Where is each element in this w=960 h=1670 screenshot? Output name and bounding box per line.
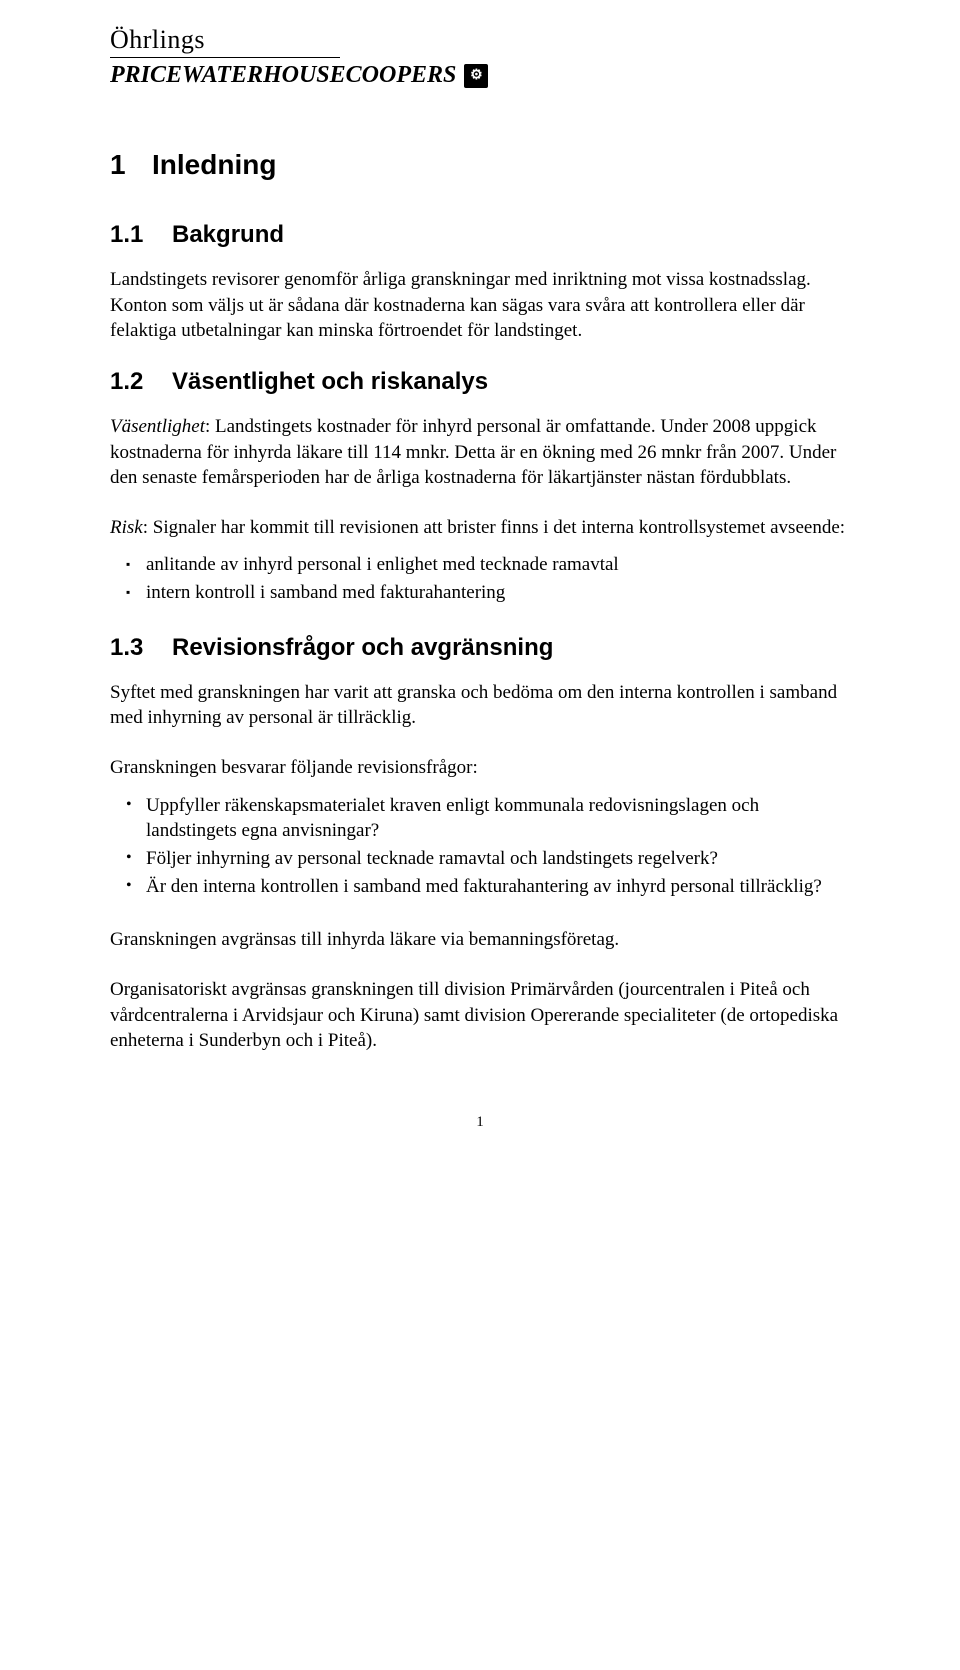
- heading-1-2-vasentlighet: 1.2Väsentlighet och riskanalys: [110, 368, 850, 396]
- paragraph-avgransning-2: Organisatoriskt avgränsas granskningen t…: [110, 977, 850, 1054]
- heading-1-3-text: Revisionsfrågor och avgränsning: [172, 634, 553, 661]
- heading-1-1-bakgrund: 1.1Bakgrund: [110, 221, 850, 249]
- list-item: intern kontroll i samband med fakturahan…: [126, 580, 850, 606]
- heading-1-text: Inledning: [152, 149, 276, 180]
- revisionsfragor-list: Uppfyller räkenskapsmaterialet kraven en…: [110, 793, 850, 900]
- paragraph-risk: Risk: Signaler har kommit till revisione…: [110, 515, 850, 541]
- heading-1-3-number: 1.3: [110, 634, 172, 662]
- heading-1-1-text: Bakgrund: [172, 221, 284, 248]
- body-vasentlighet: : Landstingets kostnader för inhyrd pers…: [110, 416, 836, 488]
- list-item: Är den interna kontrollen i samband med …: [126, 874, 850, 900]
- list-item: Följer inhyrning av personal tecknade ra…: [126, 846, 850, 872]
- heading-1-2-text: Väsentlighet och riskanalys: [172, 368, 488, 395]
- lead-risk: Risk: [110, 517, 143, 538]
- risk-bullet-list: anlitande av inhyrd personal i enlighet …: [110, 552, 850, 605]
- list-item: Uppfyller räkenskapsmaterialet kraven en…: [126, 793, 850, 844]
- heading-1-1-number: 1.1: [110, 221, 172, 249]
- paragraph-fragor-intro: Granskningen besvarar följande revisions…: [110, 755, 850, 781]
- paragraph-bakgrund: Landstingets revisorer genomför årliga g…: [110, 267, 850, 344]
- body-risk: : Signaler har kommit till revisionen at…: [143, 517, 845, 538]
- page-number: 1: [110, 1114, 850, 1131]
- logo-divider: [110, 57, 340, 58]
- logo-main-line: PRICEWATERHOUSECOOPERS ⚙: [110, 62, 488, 89]
- pwc-mark-icon: ⚙: [464, 64, 488, 88]
- paragraph-avgransning-1: Granskningen avgränsas till inhyrda läka…: [110, 927, 850, 953]
- logo-top-line: Öhrlings: [110, 25, 850, 55]
- heading-1-2-number: 1.2: [110, 368, 172, 396]
- paragraph-syfte: Syftet med granskningen har varit att gr…: [110, 680, 850, 731]
- lead-vasentlighet: Väsentlighet: [110, 416, 205, 437]
- heading-1-3-revisionsfragor: 1.3Revisionsfrågor och avgränsning: [110, 634, 850, 662]
- paragraph-vasentlighet: Väsentlighet: Landstingets kostnader för…: [110, 414, 850, 491]
- list-item: anlitande av inhyrd personal i enlighet …: [126, 552, 850, 578]
- heading-1-number: 1: [110, 149, 152, 181]
- heading-1-inledning: 1Inledning: [110, 149, 850, 181]
- company-logo: Öhrlings PRICEWATERHOUSECOOPERS ⚙: [110, 25, 850, 89]
